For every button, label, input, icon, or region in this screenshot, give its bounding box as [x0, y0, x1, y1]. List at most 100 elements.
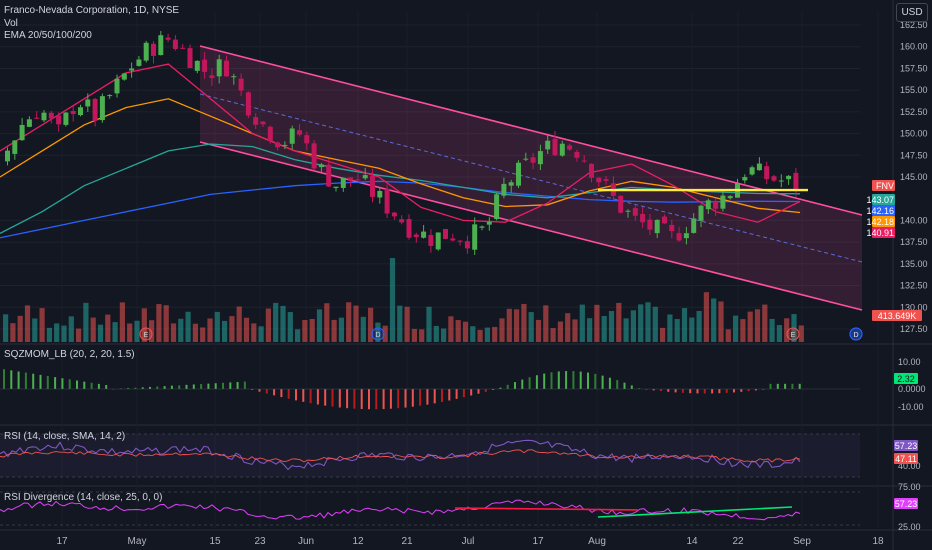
candle-body: [187, 48, 193, 69]
price-tick-label: 147.50: [900, 150, 928, 160]
candle-body: [523, 158, 529, 160]
momentum-bar: [681, 389, 684, 393]
momentum-bar: [83, 381, 86, 389]
dividend-badge: [849, 327, 863, 341]
sqzmom-tick-label: 0.0000: [898, 384, 926, 394]
volume-bar: [287, 312, 293, 342]
momentum-bar: [426, 389, 429, 405]
price-tick-label: 145.00: [900, 172, 928, 182]
candle-body: [516, 162, 521, 186]
volume-bar: [10, 323, 16, 342]
momentum-bar: [360, 389, 363, 410]
volume-bar: [302, 319, 308, 342]
momentum-bar: [462, 389, 465, 398]
candle-body: [632, 208, 638, 216]
volume-bar: [331, 319, 337, 342]
momentum-bar: [638, 388, 641, 389]
momentum-bar: [696, 389, 699, 394]
momentum-bar: [725, 389, 728, 393]
badge-letter: D: [853, 332, 858, 339]
momentum-bar: [302, 389, 305, 402]
momentum-bar: [601, 375, 604, 389]
momentum-bar: [528, 377, 531, 389]
candle-body: [202, 59, 208, 72]
momentum-bar: [776, 383, 779, 389]
volume-bar: [214, 311, 220, 342]
candle-body: [457, 240, 463, 242]
candle-body: [596, 177, 602, 183]
volume-bar: [170, 323, 177, 342]
candle-body: [70, 111, 76, 115]
candle-body: [545, 140, 551, 150]
candle-body: [172, 39, 178, 49]
momentum-bar: [76, 380, 78, 389]
bearish-divergence-line: [454, 507, 639, 511]
volume-bar: [368, 307, 374, 342]
time-tick-label: Jun: [298, 536, 314, 547]
momentum-bar: [273, 389, 276, 396]
volume-bar: [39, 308, 45, 342]
volume-bar: [579, 304, 585, 342]
price-tick-label: 150.00: [900, 129, 928, 139]
candle-body: [158, 35, 164, 56]
candle-body: [275, 142, 281, 148]
candle-body: [552, 138, 558, 156]
candle-body: [348, 177, 354, 181]
rsi-tick-label: 40.00: [898, 461, 921, 471]
candle-body: [494, 194, 500, 220]
volume-bar: [499, 318, 505, 342]
badge-letter: D: [375, 332, 380, 339]
candle-body: [589, 163, 594, 178]
volume-bar: [747, 311, 753, 342]
badge-letter: E: [144, 332, 149, 339]
candle-body: [749, 167, 755, 175]
candle-body: [662, 216, 667, 224]
volume-bar: [798, 325, 804, 342]
candle-body: [450, 238, 456, 241]
momentum-bar: [550, 372, 553, 389]
sqzmom-value-label: 2.32: [897, 374, 915, 384]
candle-body: [151, 43, 156, 56]
candle-body: [559, 143, 565, 156]
time-tick-label: 22: [732, 536, 744, 547]
momentum-bar: [499, 387, 502, 389]
momentum-bar: [251, 389, 254, 390]
volume-bar: [46, 327, 52, 342]
candle-body: [676, 233, 682, 241]
candle-body: [464, 241, 470, 249]
volume-bar: [375, 322, 381, 342]
candle-body: [647, 219, 653, 230]
volume-bar: [54, 323, 60, 342]
currency-button[interactable]: USD: [896, 3, 928, 22]
volume-bar: [470, 326, 476, 342]
volume-bar: [740, 319, 746, 342]
price-label-bg: [872, 216, 895, 227]
volume-bar: [528, 312, 534, 342]
volume-bar: [17, 315, 23, 342]
volume-bar: [163, 305, 169, 342]
sqzmom-tick-label: 10.00: [898, 357, 921, 367]
volume-bar: [419, 329, 425, 342]
candle-body: [625, 210, 631, 212]
volume-bar: [185, 311, 191, 342]
momentum-bar: [769, 383, 772, 389]
price-tick-label: 160.00: [900, 42, 928, 52]
momentum-bar: [784, 383, 787, 389]
time-tick-label: 12: [352, 536, 364, 547]
candle-body: [654, 219, 660, 234]
momentum-bar: [623, 382, 626, 389]
candle-body: [5, 150, 10, 162]
volume-bar: [382, 325, 388, 342]
momentum-bar: [295, 389, 297, 401]
volume-bar: [346, 302, 352, 342]
channel-lower-line: [199, 141, 863, 311]
momentum-bar: [346, 389, 349, 409]
volume-bar: [441, 328, 447, 342]
sqzmom-legend: SQZMOM_LB (20, 2, 20, 1.5): [4, 349, 135, 360]
volume-bar: [703, 292, 709, 342]
momentum-bar: [433, 389, 436, 404]
price-tick-label: 162.50: [900, 20, 928, 30]
volume-bar: [565, 313, 571, 342]
candle-body: [764, 166, 770, 180]
